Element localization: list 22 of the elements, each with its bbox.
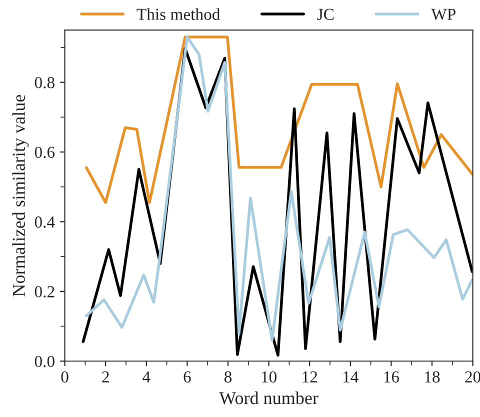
x-tick-label: 0 [61, 371, 68, 383]
x-tick-label: 4 [142, 371, 150, 382]
x-tick-label: 16 [384, 371, 400, 383]
x-tick-label: 20 [465, 371, 480, 383]
y-tick-label: 0.4 [34, 216, 55, 228]
x-axis-title: Word number [219, 392, 318, 404]
y-tick-label: 0.8 [34, 77, 54, 88]
line-series [85, 36, 473, 204]
x-tick-label: 6 [184, 371, 191, 383]
x-tick-label: 10 [262, 371, 276, 383]
x-tick-label: 14 [344, 371, 358, 382]
x-tick-label: 8 [224, 371, 232, 383]
x-tick-label: 12 [302, 371, 318, 382]
y-tick-label: 0.6 [34, 146, 55, 158]
y-tick-label: 0.2 [34, 286, 54, 298]
y-tick-label: 0.0 [34, 356, 54, 368]
legend-label: This method [136, 8, 220, 20]
x-tick-label: 18 [425, 371, 440, 383]
legend-label: WP [431, 8, 456, 20]
legend-label: JC [317, 8, 334, 20]
x-tick-label: 2 [102, 371, 109, 382]
y-axis-title: Normalized similarity value [12, 94, 29, 296]
